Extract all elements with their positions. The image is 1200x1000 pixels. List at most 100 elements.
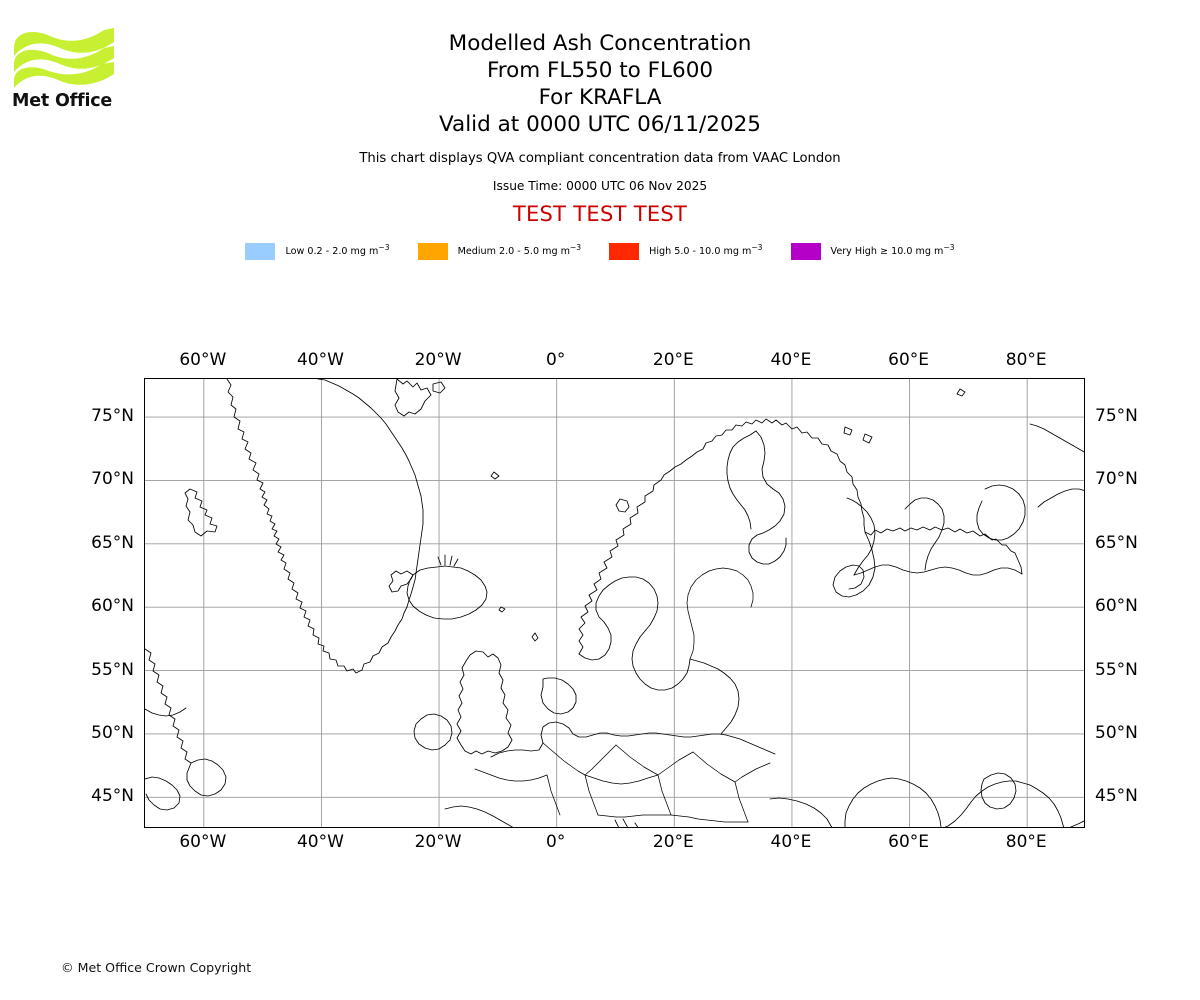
legend-item-very-high: Very High ≥ 10.0 mg m−3 [790, 242, 955, 260]
ytick-label-right: 55°N [1095, 659, 1138, 680]
xtick-label-bottom: 60°W [179, 832, 227, 852]
legend-item-low: Low 0.2 - 2.0 mg m−3 [245, 242, 390, 260]
map-geography [145, 379, 1084, 827]
country-borders-europe [474, 742, 771, 823]
map-plot-area[interactable] [144, 378, 1085, 828]
coastline-shetland [531, 632, 539, 642]
coastline-svalbard [394, 379, 432, 417]
coastline-jan-mayen [490, 471, 500, 480]
map-gridlines [145, 379, 1084, 827]
coastline-franz-josef [956, 388, 966, 397]
coastline-faroes [498, 606, 506, 613]
ytick-label-left: 75°N [91, 406, 134, 427]
coastline-europe-north [490, 721, 776, 758]
coastline-gulf-st-lawrence [145, 707, 187, 717]
coastline-novaya-zemlya [748, 430, 787, 565]
legend-item-medium: Medium 2.0 - 5.0 mg m−3 [417, 242, 582, 260]
coastline-ob-gulf [904, 497, 945, 571]
coastline-great-britain [456, 650, 513, 755]
ytick-label-left: 55°N [91, 659, 134, 680]
coastline-scandinavia [578, 418, 866, 655]
coastline-labrador [145, 648, 192, 764]
coastline-gulf-of-bothnia [578, 576, 691, 691]
legend-swatch-low [245, 243, 276, 260]
coastline-iceland [406, 565, 488, 620]
coastline-severnaya-2 [862, 433, 873, 444]
ytick-label-right: 45°N [1095, 786, 1138, 807]
xtick-label-top: 60°E [888, 350, 929, 370]
xtick-label-bottom: 40°W [296, 832, 344, 852]
xtick-label-top: 60°W [179, 350, 227, 370]
ytick-label-left: 45°N [91, 786, 134, 807]
issue-time-line: Issue Time: 0000 UTC 06 Nov 2025 [492, 179, 708, 193]
coastline-kolguyev [615, 498, 630, 513]
map-container[interactable] [144, 378, 1085, 828]
ytick-label-left: 60°N [91, 596, 134, 617]
xtick-label-top: 20°W [414, 350, 462, 370]
flight-level-line: From FL550 to FL600 [486, 58, 714, 83]
xtick-label-bottom: 80°E [1005, 832, 1047, 852]
legend-label-low: Low 0.2 - 2.0 mg m−3 [285, 242, 390, 257]
xtick-label-bottom: 40°E [770, 832, 812, 852]
xtick-label-top: 0° [546, 350, 566, 370]
legend-swatch-very-high [790, 243, 821, 260]
xtick-label-bottom: 0° [546, 832, 566, 852]
ytick-label-right: 70°N [1095, 469, 1138, 490]
coastline-black-sea [769, 797, 833, 827]
xtick-label-top: 20°E [652, 350, 694, 370]
coastline-ireland [413, 713, 453, 751]
ytick-label-right: 75°N [1095, 406, 1138, 427]
legend-label-medium: Medium 2.0 - 5.0 mg m−3 [457, 242, 582, 257]
coastline-greenland-west-fjords [184, 488, 218, 537]
coastline-siberia-east [1037, 488, 1084, 508]
copyright-notice: © Met Office Crown Copyright [61, 960, 252, 975]
coastline-russia-arctic [853, 564, 1023, 576]
xtick-label-bottom: 60°E [888, 832, 929, 852]
ytick-label-left: 70°N [91, 469, 134, 490]
coastline-italy-adriatic [614, 818, 639, 827]
test-banner: TEST TEST TEST [512, 202, 688, 226]
ytick-label-right: 50°N [1095, 722, 1138, 743]
legend-swatch-high [609, 243, 640, 260]
xtick-label-top: 40°E [770, 350, 812, 370]
coastline-newfoundland [186, 758, 227, 797]
legend-label-very-high: Very High ≥ 10.0 mg m−3 [830, 242, 955, 257]
met-office-waves-icon [14, 28, 114, 88]
valid-time-line: Valid at 0000 UTC 06/11/2025 [438, 112, 761, 137]
concentration-legend: Low 0.2 - 2.0 mg m−3 Medium 2.0 - 5.0 mg… [0, 243, 1200, 260]
coastline-severnaya-1 [843, 426, 853, 436]
coastline-iceland-westfjords [388, 570, 414, 593]
xtick-label-bottom: 20°E [652, 832, 694, 852]
page-title: Modelled Ash Concentration [448, 31, 752, 56]
coastline-kazakh-north [944, 780, 1064, 827]
chart-header: Modelled Ash Concentration From FL550 to… [0, 0, 1200, 226]
border-finland [686, 567, 754, 660]
coastline-novaya-zemlya-west [726, 430, 757, 530]
xtick-label-bottom: 20°W [414, 832, 462, 852]
coastline-siberia-northeast [1029, 423, 1084, 453]
ytick-label-right: 60°N [1095, 596, 1138, 617]
coastline-yamal [846, 497, 876, 576]
coastline-greenland [226, 379, 424, 674]
coastline-caspian-kazakhstan [844, 777, 942, 827]
coastline-white-sea [832, 531, 876, 598]
coastline-aral [980, 772, 1017, 810]
volcano-name-line: For KRAFLA [538, 85, 662, 110]
met-office-wordmark: Met Office [12, 91, 113, 111]
legend-swatch-medium [417, 243, 448, 260]
ytick-label-left: 65°N [91, 532, 134, 553]
legend-label-high: High 5.0 - 10.0 mg m−3 [649, 242, 763, 257]
xtick-label-top: 80°E [1005, 350, 1047, 370]
coastline-nova-scotia [145, 776, 181, 811]
coastline-svalbard-east [432, 381, 446, 394]
met-office-logo: Met Office [12, 26, 122, 114]
coastline-taymyr [976, 484, 1026, 541]
ytick-label-right: 65°N [1095, 532, 1138, 553]
coastline-baltic-states [689, 658, 740, 735]
xtick-label-top: 40°W [296, 350, 344, 370]
chart-subtitle: This chart displays QVA compliant concen… [359, 151, 841, 166]
coastline-southern-europe [444, 805, 514, 827]
map-svg [145, 379, 1084, 827]
ytick-label-left: 50°N [91, 722, 134, 743]
